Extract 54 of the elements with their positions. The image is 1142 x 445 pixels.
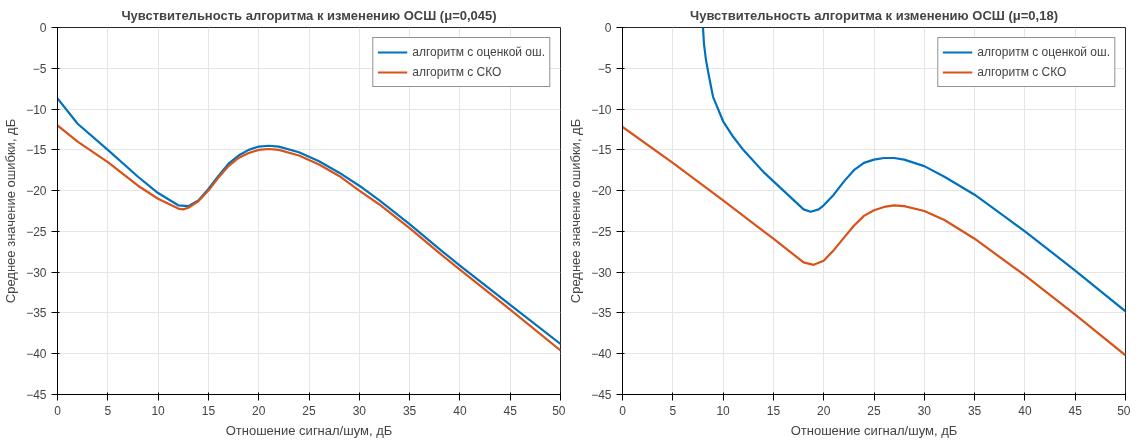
x-tick-label: 0 xyxy=(619,403,627,418)
y-tick-label: −35 xyxy=(591,306,612,321)
x-tick-label: 45 xyxy=(1068,403,1083,418)
x-tick-label: 45 xyxy=(503,403,518,418)
x-tick-label: 30 xyxy=(917,403,932,418)
x-tick-label: 15 xyxy=(201,403,216,418)
chart-title: Чувствительность алгоритма к изменению ОСШ (μ=0,045) xyxy=(121,7,497,23)
x-tick-label: 20 xyxy=(252,403,266,418)
y-tick-label: −35 xyxy=(26,306,47,321)
x-axis-title: Отношение сигнал/шум, дБ xyxy=(225,422,393,438)
line-series xyxy=(701,27,1126,313)
y-tick-label: −30 xyxy=(591,265,612,280)
y-tick-label: −25 xyxy=(591,224,612,239)
x-tick-label: 50 xyxy=(552,403,566,418)
x-tick-label: 40 xyxy=(1018,403,1032,418)
y-axis-title: Среднее значение ошибки, дБ xyxy=(3,118,19,304)
y-tick-label: −15 xyxy=(591,143,612,158)
x-axis-title: Отношение сигнал/шум, дБ xyxy=(790,422,958,438)
y-tick-label: −45 xyxy=(591,388,612,402)
y-tick-label: −5 xyxy=(597,61,612,76)
y-tick-label: −10 xyxy=(26,102,47,117)
x-tick-label: 15 xyxy=(766,403,781,418)
x-tick-label: 5 xyxy=(104,403,112,418)
y-axis-title: Среднее значение ошибки, дБ xyxy=(568,118,584,304)
chart-title: Чувствительность алгоритма к изменению ОСШ (μ=0,18) xyxy=(690,7,1058,23)
y-tick-label: −25 xyxy=(26,224,47,239)
line-series xyxy=(622,125,1126,357)
y-tick-label: −20 xyxy=(26,184,47,199)
y-tick-label: 0 xyxy=(39,21,47,35)
y-tick-label: 0 xyxy=(604,21,612,35)
y-tick-label: −15 xyxy=(26,143,47,158)
x-tick-label: 50 xyxy=(1117,403,1131,418)
y-tick-label: −5 xyxy=(32,61,47,76)
x-tick-label: 35 xyxy=(402,403,417,418)
legend-label: алгоритм с СКО xyxy=(977,65,1067,79)
x-tick-label: 30 xyxy=(352,403,367,418)
x-tick-label: 20 xyxy=(817,403,831,418)
legend-label: алгоритм с СКО xyxy=(412,65,502,79)
y-tick-label: −10 xyxy=(591,102,612,117)
y-tick-label: −45 xyxy=(26,388,47,402)
y-tick-label: −40 xyxy=(26,347,47,362)
legend-label: алгоритм с оценкой ош. xyxy=(977,45,1110,59)
x-tick-label: 25 xyxy=(867,403,881,418)
x-tick-label: 10 xyxy=(151,403,166,418)
y-tick-label: −30 xyxy=(26,265,47,280)
x-tick-label: 0 xyxy=(54,403,62,418)
x-tick-label: 5 xyxy=(669,403,677,418)
legend-label: алгоритм с оценкой ош. xyxy=(412,45,545,59)
x-tick-label: 40 xyxy=(453,403,467,418)
x-tick-label: 25 xyxy=(302,403,316,418)
y-tick-label: −20 xyxy=(591,184,612,199)
x-tick-label: 35 xyxy=(967,403,982,418)
y-tick-label: −40 xyxy=(591,347,612,362)
x-tick-label: 10 xyxy=(716,403,731,418)
